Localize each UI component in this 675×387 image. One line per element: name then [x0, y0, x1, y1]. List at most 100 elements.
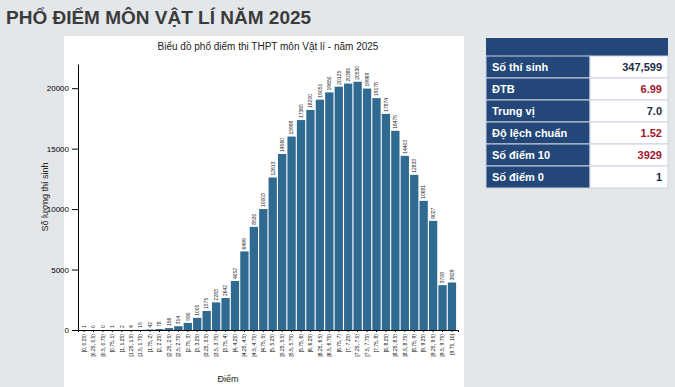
heading: PHỔ ĐIỂM MÔN VẬT LÍ NĂM 2025 [6, 7, 312, 28]
x-tick-label: [6.25, 6.5) [317, 334, 323, 357]
y-tick-label: 20000 [47, 84, 70, 93]
bar [146, 329, 154, 330]
x-tick-mark [216, 330, 217, 332]
x-tick: [0.25, 0.5) [90, 330, 96, 357]
table-value: 6.99 [641, 83, 662, 95]
bar [382, 114, 390, 330]
data-label: 20125 [336, 71, 342, 85]
x-tick: [1.25, 1.5) [128, 330, 134, 357]
x-tick-mark [197, 330, 198, 332]
bar [287, 137, 295, 330]
data-label: 16475 [392, 115, 398, 129]
bar [240, 251, 248, 330]
data-label: 14560 [279, 138, 285, 152]
table-value-cell [590, 166, 668, 188]
x-tick-mark [367, 330, 368, 332]
bar [269, 177, 277, 330]
x-tick-label: [3.25, 3.5) [203, 334, 209, 357]
data-label: 156 [166, 318, 172, 327]
x-tick-label: [2.5, 2.75) [175, 334, 181, 357]
x-axis-line [79, 331, 459, 333]
x-tick: [8.5, 8.75) [402, 330, 408, 357]
x-tick-label: [8.75, 9) [411, 334, 417, 353]
x-tick: [0, 0.25) [81, 330, 87, 352]
data-label: 3929 [449, 269, 455, 280]
x-tick-label: [1.25, 1.5) [128, 334, 134, 357]
table-label: Số điểm 10 [492, 149, 550, 161]
x-tick-label: [5.5, 5.75) [288, 334, 294, 357]
bar [391, 131, 399, 330]
x-tick-label: [6.5, 6.75) [326, 334, 332, 357]
x-tick-mark [131, 330, 132, 332]
bar [344, 84, 352, 330]
x-tick-mark [310, 330, 311, 332]
y-tick-mark [72, 330, 78, 331]
data-label: 1 [81, 325, 87, 328]
x-axis-title: Điểm [217, 374, 238, 384]
x-tick-label: [8.5, 8.75) [402, 334, 408, 357]
y-tick: 15000 [47, 145, 78, 154]
x-tick-label: [7.5, 7.75) [364, 334, 370, 357]
x-tick-label: [5, 5.25) [269, 334, 275, 353]
x-tick: [9.5, 9.75) [439, 330, 445, 357]
y-tick-mark [72, 270, 78, 271]
bar [353, 82, 361, 330]
x-tick: [7.25, 7.5) [354, 330, 360, 357]
x-tick: [7, 7.25) [345, 330, 351, 352]
x-tick-mark [442, 330, 443, 332]
bar [429, 221, 437, 330]
x-tick-mark [433, 330, 434, 332]
table-value: 1.52 [641, 127, 662, 139]
x-tick-mark [404, 330, 405, 332]
y-tick: 0 [65, 326, 78, 335]
data-label: 14403 [402, 140, 408, 154]
bar [80, 329, 88, 330]
bar [89, 330, 97, 331]
x-tick-mark [338, 330, 339, 332]
y-axis: 05000100001500020000 [47, 65, 79, 336]
page: PHỔ ĐIỂM MÔN VẬT LÍ NĂM 2025Biểu đồ phổ … [0, 0, 675, 387]
x-tick-mark [282, 330, 283, 332]
table-label: Số điểm 0 [492, 171, 544, 183]
x-tick: [8, 8.25) [383, 330, 389, 352]
data-label: 17874 [383, 98, 389, 112]
data-label: 15 [137, 322, 143, 328]
y-tick-mark [72, 88, 78, 89]
bar [108, 329, 116, 330]
x-tick-mark [234, 330, 235, 332]
x-tick-mark [357, 330, 358, 332]
x-tick-label: [4.5, 4.75) [251, 334, 257, 357]
bar [306, 110, 314, 330]
bar [372, 98, 380, 330]
table-value-cell [590, 56, 668, 78]
x-tick-mark [253, 330, 254, 332]
x-tick: [7.75, 8) [373, 330, 379, 352]
table-label: Độ lệch chuẩn [492, 127, 567, 140]
data-label: 2 [119, 325, 125, 328]
x-tick: [7.5, 7.75) [364, 330, 370, 357]
table-label: Số thí sinh [492, 61, 549, 73]
x-tick-label: [3, 3.25) [194, 334, 200, 353]
x-tick-mark [102, 330, 103, 332]
x-tick: [2.25, 2.5) [166, 330, 172, 357]
data-label: 42 [147, 322, 153, 328]
x-tick-mark [272, 330, 273, 332]
data-label: 18200 [307, 94, 313, 108]
x-tick-label: [8.25, 8.5) [392, 334, 398, 357]
bar [325, 92, 333, 330]
x-tick: [3, 3.25) [194, 330, 200, 352]
table-value-cell [590, 78, 668, 100]
x-tick-mark [150, 330, 151, 332]
x-tick: [3.5, 3.75) [213, 330, 219, 357]
bar [401, 156, 409, 330]
data-label: 4052 [232, 268, 238, 279]
x-tick-mark [178, 330, 179, 332]
x-tick-mark [140, 330, 141, 332]
x-tick-mark [225, 330, 226, 332]
bar [259, 209, 267, 330]
x-tick: [5, 5.25) [269, 330, 275, 352]
y-tick-label: 0 [65, 326, 70, 335]
data-label: 15998 [288, 120, 294, 134]
x-tick-label: [7.75, 8) [373, 334, 379, 353]
y-tick-label: 10000 [47, 205, 70, 214]
